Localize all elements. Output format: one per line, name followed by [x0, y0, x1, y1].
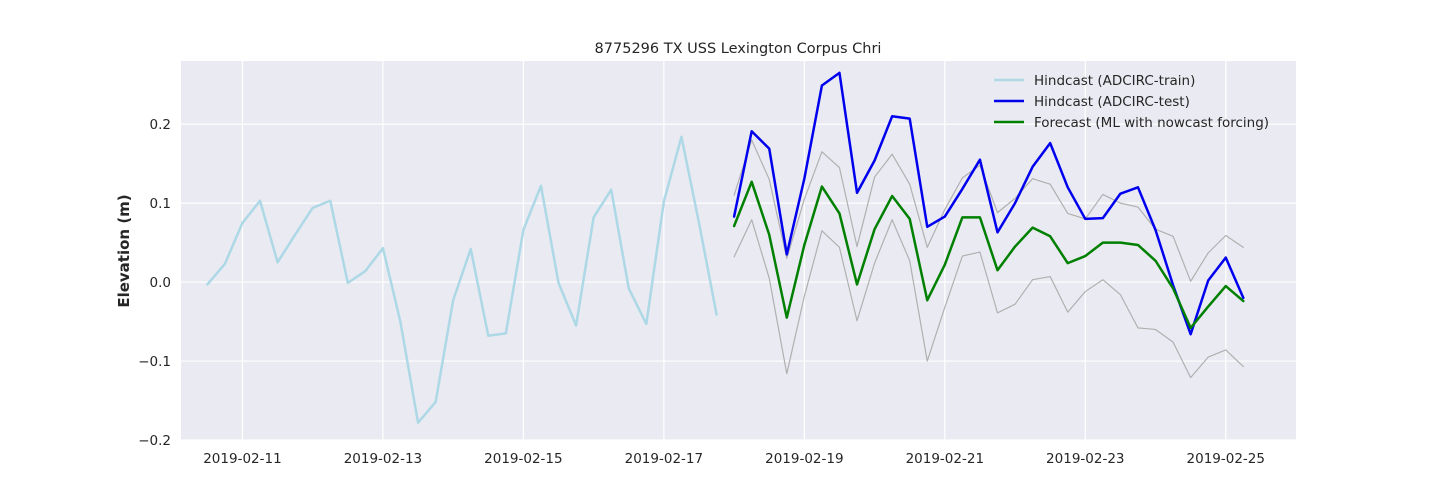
legend-label: Hindcast (ADCIRC-test): [1034, 94, 1190, 110]
x-tick-label: 2019-02-23: [1046, 451, 1124, 467]
series-line-forecast-ml-with-nowcast-forcing: [732, 180, 1245, 330]
y-tick-labels: −0.2 −0.1 0.0 0.1 0.2: [138, 117, 171, 449]
series-line-hindcast-adcirc-train: [206, 135, 718, 424]
legend-item: Hindcast (ADCIRC-test): [994, 94, 1190, 110]
legend-label: Forecast (ML with nowcast forcing): [1034, 115, 1269, 131]
legend-item: Forecast (ML with nowcast forcing): [994, 115, 1269, 131]
x-tick-label: 2019-02-11: [203, 451, 281, 467]
x-tick-label: 2019-02-25: [1187, 451, 1265, 467]
series-line-ensemble-bound-2: [733, 219, 1244, 379]
series-lines: [206, 71, 1245, 424]
series-line-ensemble-bound-1: [733, 139, 1244, 282]
x-tick-label: 2019-02-21: [906, 451, 984, 467]
y-gridlines: [181, 123, 1296, 441]
y-tick-label: 0.2: [150, 117, 171, 133]
legend-label: Hindcast (ADCIRC-train): [1034, 73, 1195, 89]
x-tick-label: 2019-02-17: [625, 451, 703, 467]
y-tick-label: −0.1: [138, 354, 171, 370]
x-tick-label: 2019-02-19: [765, 451, 843, 467]
series-line-hindcast-adcirc-test: [732, 71, 1245, 336]
y-tick-label: 0.0: [150, 275, 171, 291]
x-tick-label: 2019-02-15: [484, 451, 562, 467]
y-tick-label: −0.2: [138, 433, 171, 449]
y-tick-label: 0.1: [150, 196, 171, 212]
legend: Hindcast (ADCIRC-train) Hindcast (ADCIRC-…: [994, 73, 1269, 131]
x-tick-label: 2019-02-13: [344, 451, 422, 467]
y-axis-label: Elevation (m): [115, 194, 133, 307]
chart-title: 8775296 TX USS Lexington Corpus Chri: [595, 41, 882, 57]
x-tick-labels: 2019-02-11 2019-02-13 2019-02-15 2019-02-17…: [203, 451, 1265, 467]
x-gridlines: [241, 61, 1227, 440]
legend-item: Hindcast (ADCIRC-train): [994, 73, 1195, 89]
